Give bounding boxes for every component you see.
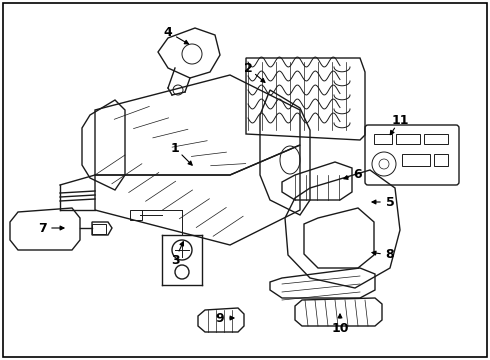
Bar — [92, 224, 106, 234]
Bar — [130, 210, 142, 220]
Text: 6: 6 — [354, 167, 362, 180]
Bar — [402, 154, 430, 166]
Bar — [374, 134, 392, 144]
Text: 11: 11 — [391, 113, 409, 126]
Text: 7: 7 — [38, 221, 47, 234]
Bar — [396, 134, 420, 144]
Text: 3: 3 — [171, 253, 179, 266]
Text: 9: 9 — [216, 311, 224, 324]
Text: 5: 5 — [386, 195, 394, 208]
Bar — [424, 134, 448, 144]
Text: 8: 8 — [386, 248, 394, 261]
Text: 4: 4 — [164, 26, 172, 39]
Bar — [434, 154, 448, 166]
Text: 1: 1 — [171, 141, 179, 154]
Text: 2: 2 — [244, 62, 252, 75]
Text: 10: 10 — [331, 321, 349, 334]
